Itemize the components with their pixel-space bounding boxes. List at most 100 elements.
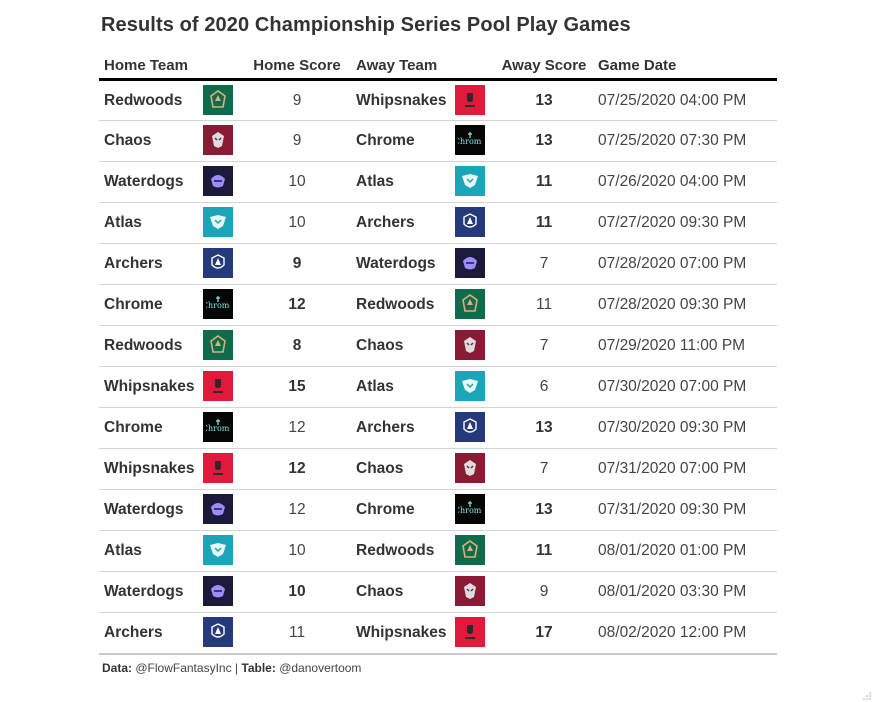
- table-row: Archers 9 Waterdogs 7 07/28/2020 07:00 PM: [99, 244, 778, 285]
- away-team-logo-cell: [455, 326, 495, 367]
- home-score: 9: [292, 255, 302, 272]
- away-team-name: Chaos: [356, 583, 404, 600]
- home-team-logo-cell: [203, 121, 243, 162]
- home-team-name: Chrome: [104, 296, 163, 313]
- home-team-logo-cell: [203, 449, 243, 490]
- table-row: Redwoods 9 Whipsnakes 13 07/25/2020 04:00 PM: [99, 80, 778, 121]
- away-score: 9: [539, 583, 549, 600]
- away-score: 6: [539, 378, 549, 395]
- redwoods-logo-icon: [455, 535, 486, 565]
- waterdogs-logo-icon: [203, 494, 233, 524]
- home-team-name: Archers: [104, 255, 163, 272]
- away-team-name: Archers: [356, 419, 415, 436]
- svg-text:Chrome: Chrome: [206, 301, 230, 310]
- away-team-name: Chaos: [356, 337, 404, 354]
- home-team-name: Chrome: [104, 419, 163, 436]
- chrome-logo-icon: Chrome: [455, 125, 486, 155]
- away-team-logo-cell: [455, 572, 495, 613]
- away-score: 7: [539, 460, 549, 477]
- home-team-logo-cell: [203, 326, 243, 367]
- whipsnakes-logo-icon: [455, 84, 486, 115]
- chrome-logo-icon: Chrome: [203, 412, 233, 442]
- home-team-name: Whipsnakes: [104, 378, 195, 395]
- home-score: 10: [288, 583, 306, 600]
- home-team-name: Atlas: [104, 214, 142, 231]
- away-team-logo-cell: [455, 203, 495, 244]
- away-team-logo-cell: [455, 162, 495, 203]
- away-team-logo-cell: [455, 408, 495, 449]
- home-score: 9: [292, 132, 302, 149]
- svg-text:Chrome: Chrome: [458, 137, 482, 146]
- home-team-logo-cell: [203, 80, 243, 121]
- chrome-logo-icon: Chrome: [203, 289, 233, 319]
- chaos-logo-icon: [455, 576, 486, 606]
- away-team-name: Atlas: [356, 378, 394, 395]
- whipsnakes-logo-icon: [203, 453, 233, 483]
- redwoods-logo-icon: [203, 330, 233, 360]
- away-team-logo-cell: [455, 367, 495, 408]
- atlas-logo-icon: [203, 535, 233, 565]
- home-team-name: Redwoods: [104, 337, 183, 354]
- chaos-logo-icon: [455, 453, 486, 483]
- home-score: 12: [288, 501, 306, 518]
- away-score: 13: [535, 419, 553, 436]
- source-data-value: @FlowFantasyInc: [135, 661, 232, 675]
- home-team-name: Atlas: [104, 542, 142, 559]
- away-team-logo-cell: Chrome: [455, 121, 495, 162]
- away-score: 11: [535, 173, 553, 190]
- away-score: 13: [535, 132, 553, 149]
- atlas-logo-icon: [455, 371, 486, 401]
- home-team-name: Archers: [104, 623, 163, 641]
- game-date: 07/30/2020 07:00 PM: [598, 378, 747, 395]
- home-team-name: Whipsnakes: [104, 460, 195, 477]
- game-date: 07/25/2020 04:00 PM: [598, 91, 747, 109]
- header-away-score: Away Score: [501, 56, 587, 74]
- atlas-logo-icon: [203, 207, 233, 237]
- home-score: 9: [292, 91, 302, 109]
- away-team-name: Whipsnakes: [356, 91, 447, 109]
- game-date: 07/25/2020 07:30 PM: [598, 132, 747, 149]
- away-team-logo-cell: [455, 531, 495, 572]
- page-title: Results of 2020 Championship Series Pool…: [101, 14, 631, 36]
- table-row: Whipsnakes 15 Atlas 6 07/30/2020 07:00 PM: [99, 367, 778, 408]
- whipsnakes-logo-icon: [203, 371, 233, 401]
- away-team-logo-cell: [455, 244, 495, 285]
- away-score: 7: [539, 255, 549, 272]
- chaos-logo-icon: [455, 330, 486, 360]
- home-team-name: Chaos: [104, 132, 152, 149]
- chaos-logo-icon: [203, 125, 233, 155]
- game-date: 07/30/2020 09:30 PM: [598, 419, 747, 436]
- away-team-logo-cell: Chrome: [455, 490, 495, 531]
- home-team-logo-cell: Chrome: [203, 408, 243, 449]
- source-note: Data: @FlowFantasyInc | Table: @danovert…: [102, 661, 361, 675]
- svg-text:Chrome: Chrome: [458, 506, 482, 515]
- header-home-score: Home Score: [253, 56, 341, 74]
- game-date: 07/29/2020 11:00 PM: [598, 337, 746, 354]
- home-score: 10: [288, 542, 306, 559]
- archers-logo-icon: [455, 207, 486, 237]
- game-date: 07/27/2020 09:30 PM: [598, 214, 747, 231]
- game-date: 07/31/2020 09:30 PM: [598, 501, 747, 518]
- svg-text:Chrome: Chrome: [206, 424, 230, 433]
- atlas-logo-icon: [455, 166, 486, 196]
- away-score: 13: [535, 91, 553, 109]
- away-team-name: Waterdogs: [356, 255, 436, 272]
- table-row: Chrome Chrome 12 Redwoods 11 07/28/2020 09:30…: [99, 285, 778, 326]
- table-row: Archers 11 Whipsnakes 17 08/02/2020 12:00 PM: [99, 613, 778, 654]
- game-date: 07/28/2020 09:30 PM: [598, 296, 747, 313]
- waterdogs-logo-icon: [455, 248, 486, 278]
- away-team-name: Chrome: [356, 501, 415, 518]
- away-score: 13: [535, 501, 553, 518]
- home-score: 11: [288, 623, 306, 641]
- resize-grip-icon[interactable]: [863, 692, 871, 700]
- away-team-name: Redwoods: [356, 296, 435, 313]
- home-score: 8: [292, 337, 302, 354]
- header-home-team: Home Team: [104, 56, 188, 74]
- away-team-name: Redwoods: [356, 542, 435, 559]
- game-date: 07/31/2020 07:00 PM: [598, 460, 747, 477]
- home-team-logo-cell: [203, 490, 243, 531]
- away-team-logo-cell: [455, 80, 495, 121]
- home-score: 10: [288, 173, 306, 190]
- game-date: 08/02/2020 12:00 PM: [598, 623, 747, 641]
- source-data-label: Data:: [102, 661, 133, 675]
